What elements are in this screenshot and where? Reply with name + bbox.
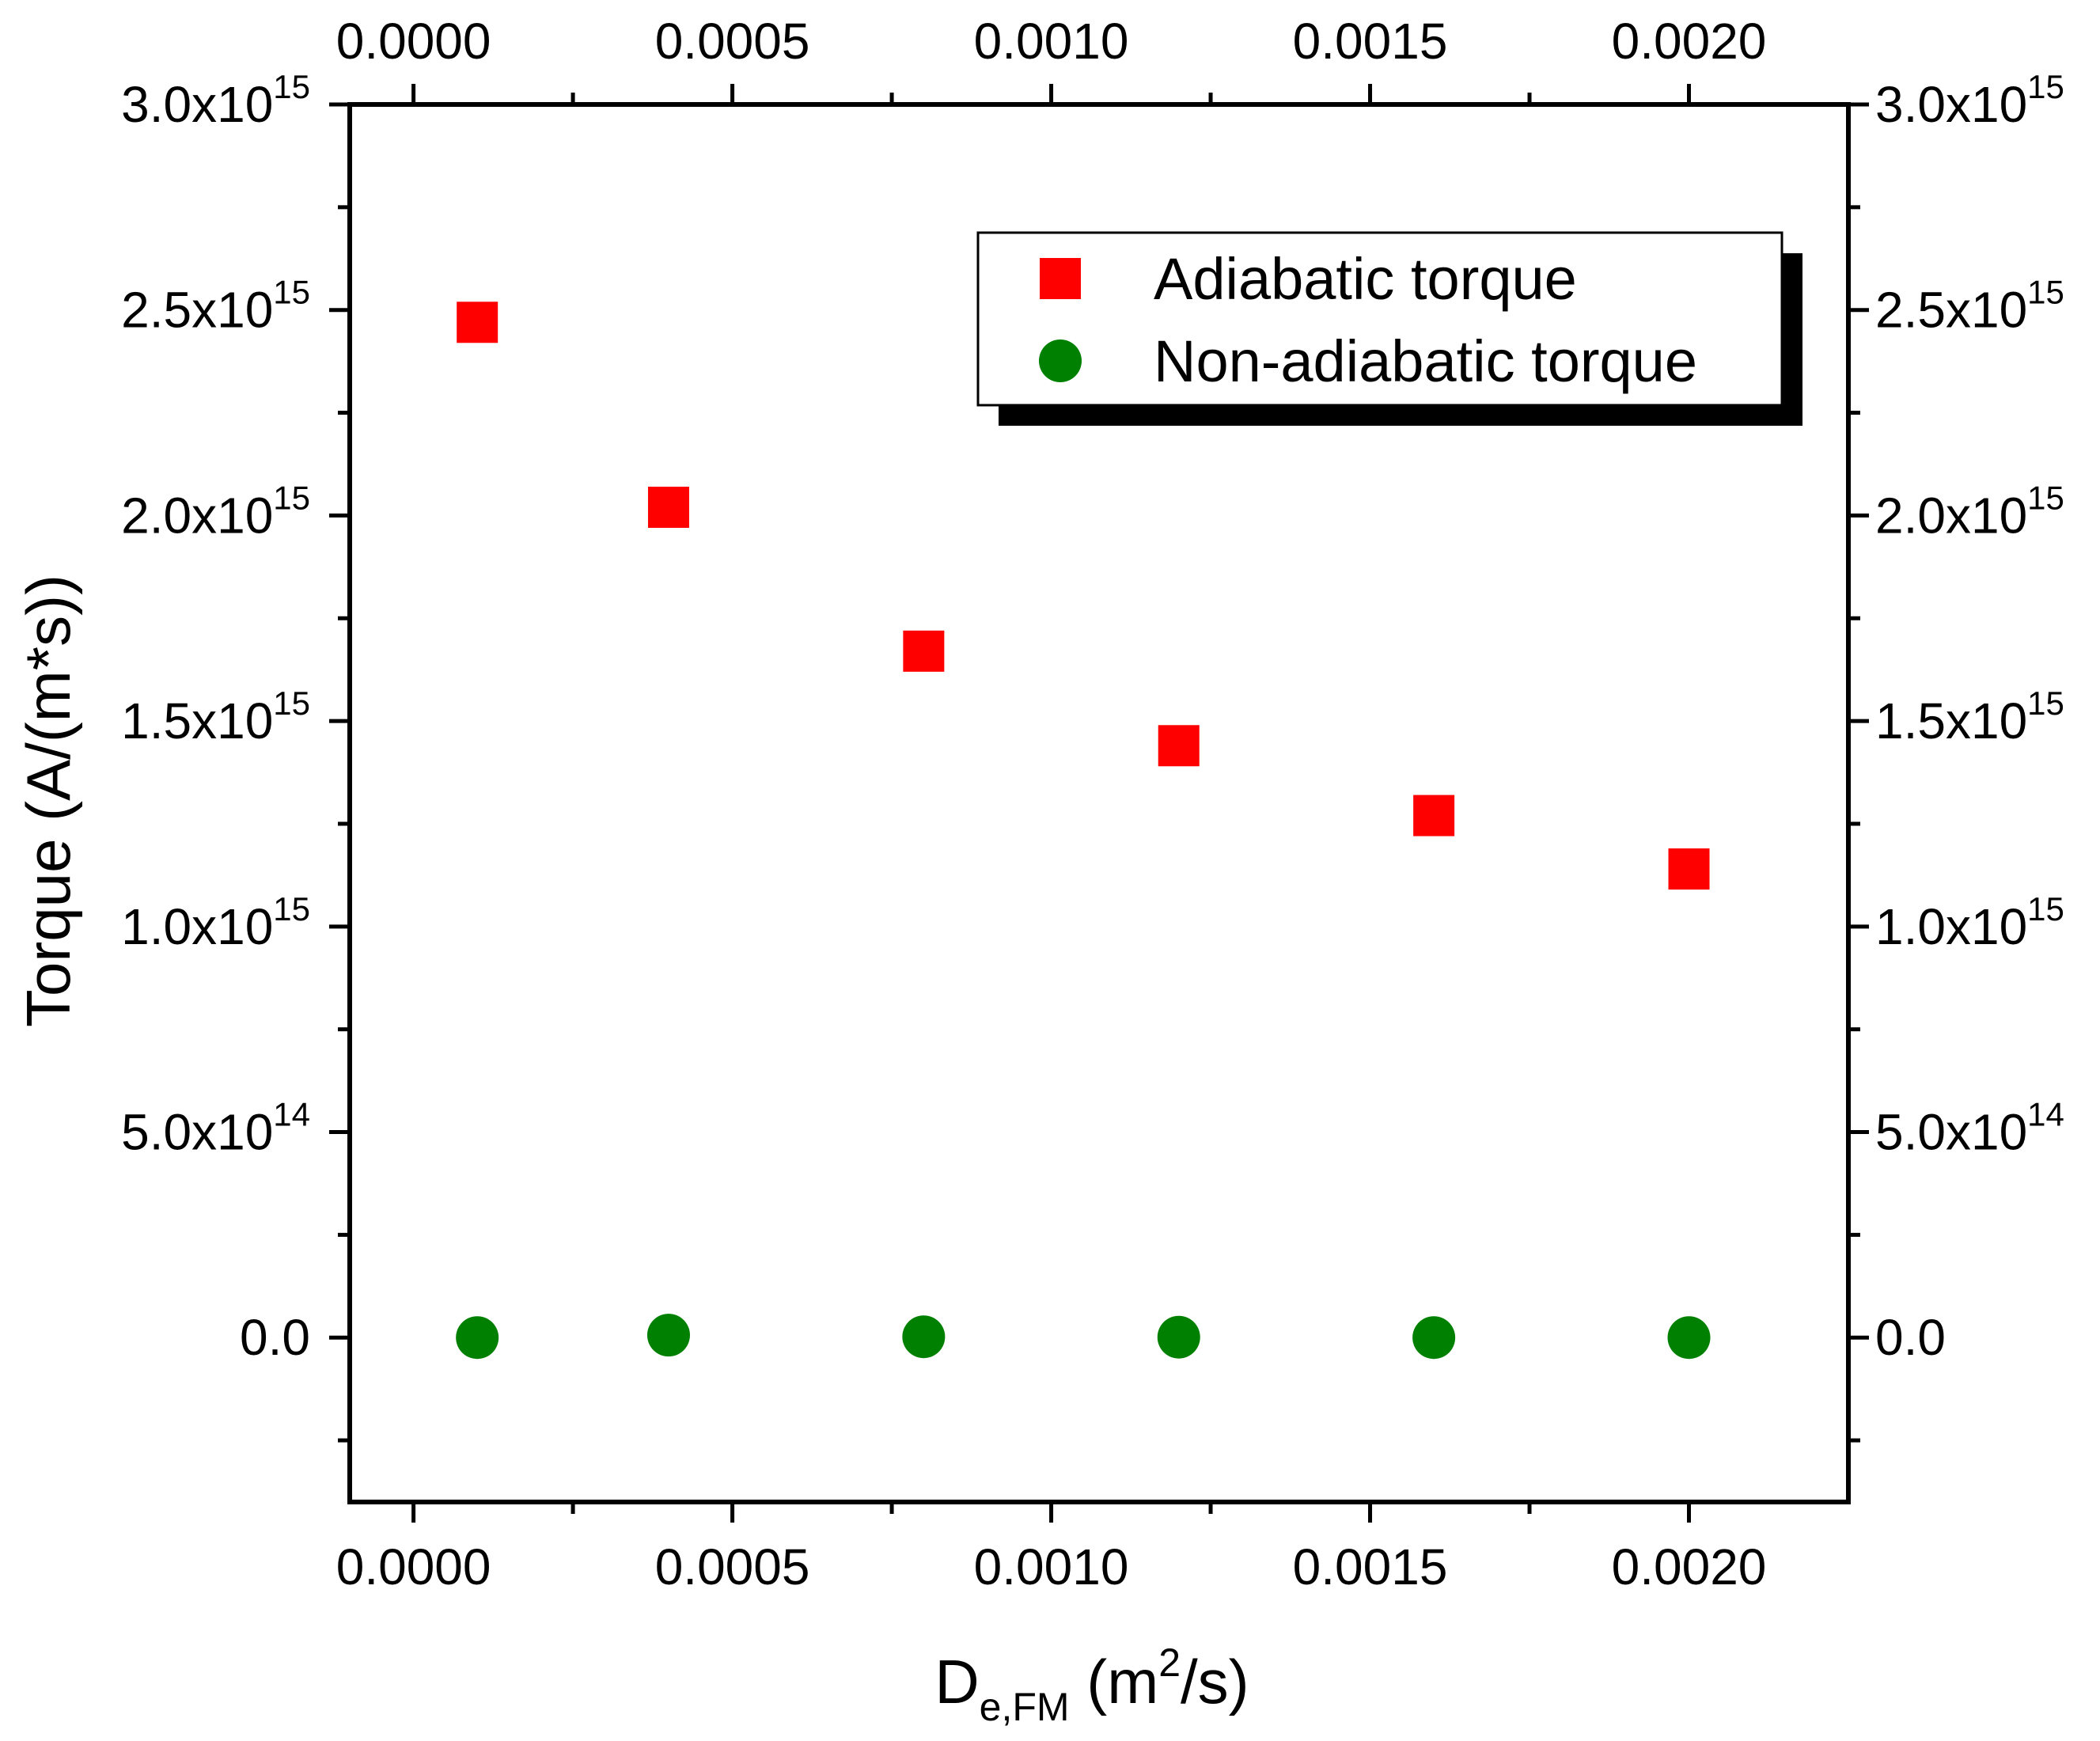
adiabatic-point <box>1668 848 1710 890</box>
ticks-layer <box>329 84 1869 1523</box>
non-adiabatic-point <box>646 1314 690 1357</box>
non-adiabatic-point <box>902 1315 946 1359</box>
y-axis-title: Torque (A/(m*s)) <box>13 575 83 1027</box>
tick-labels-layer: 0.00000.00000.00050.00050.00100.00100.00… <box>121 13 2064 1595</box>
y-tick-label-right: 2.5x1015 <box>1875 274 2064 339</box>
non-adiabatic-point <box>1412 1316 1456 1360</box>
y-tick-label-left: 3.0x1015 <box>121 68 310 133</box>
legend-square-marker <box>1040 258 1081 299</box>
y-tick-label-right: 2.0x1015 <box>1875 479 2064 544</box>
legend-box <box>976 231 1783 407</box>
x-axis-title: De,FM (m2/s) <box>934 1640 1249 1729</box>
y-tick-label-left: 5.0x1014 <box>121 1096 310 1161</box>
legend-label: Non-adiabatic torque <box>1154 328 1697 394</box>
non-adiabatic-point <box>456 1316 499 1360</box>
y-tick-label-right: 0.0 <box>1875 1309 1946 1366</box>
x-tick-label-top: 0.0000 <box>336 13 491 70</box>
y-tick-label-right: 1.5x1015 <box>1875 685 2064 749</box>
x-tick-label-top: 0.0005 <box>655 13 810 70</box>
adiabatic-point <box>457 302 498 343</box>
y-tick-label-right: 5.0x1014 <box>1875 1096 2064 1161</box>
y-tick-label-left: 0.0 <box>240 1309 310 1366</box>
adiabatic-point <box>647 487 689 529</box>
x-tick-label-top: 0.0020 <box>1612 13 1767 70</box>
x-tick-label-top: 0.0010 <box>974 13 1129 70</box>
adiabatic-point <box>1158 725 1200 767</box>
x-tick-label-top: 0.0015 <box>1293 13 1448 70</box>
y-tick-label-left: 2.5x1015 <box>121 274 310 339</box>
legend: Adiabatic torque Non-adiabatic torque <box>976 231 1802 426</box>
data-points-layer <box>456 302 1711 1360</box>
x-tick-label-bottom: 0.0005 <box>655 1538 810 1595</box>
x-tick-label-bottom: 0.0020 <box>1612 1538 1767 1595</box>
adiabatic-point <box>1413 795 1455 836</box>
x-tick-label-bottom: 0.0000 <box>336 1538 491 1595</box>
y-tick-label-left: 1.0x1015 <box>121 890 310 955</box>
axis-titles-layer: De,FM (m2/s) Torque (A/(m*s)) <box>13 575 1249 1729</box>
y-tick-label-left: 1.5x1015 <box>121 685 310 749</box>
y-tick-label-left: 2.0x1015 <box>121 479 310 544</box>
x-tick-label-bottom: 0.0015 <box>1293 1538 1448 1595</box>
non-adiabatic-point <box>1667 1316 1711 1360</box>
x-tick-label-bottom: 0.0010 <box>974 1538 1129 1595</box>
axes-layer <box>347 102 1851 1504</box>
legend-label: Adiabatic torque <box>1154 246 1577 312</box>
adiabatic-point <box>903 630 945 672</box>
y-tick-label-right: 1.0x1015 <box>1875 890 2064 955</box>
plot-frame <box>347 102 1851 1504</box>
non-adiabatic-point <box>1157 1315 1200 1359</box>
legend-circle-marker <box>1039 339 1082 382</box>
y-tick-label-right: 3.0x1015 <box>1875 68 2064 133</box>
